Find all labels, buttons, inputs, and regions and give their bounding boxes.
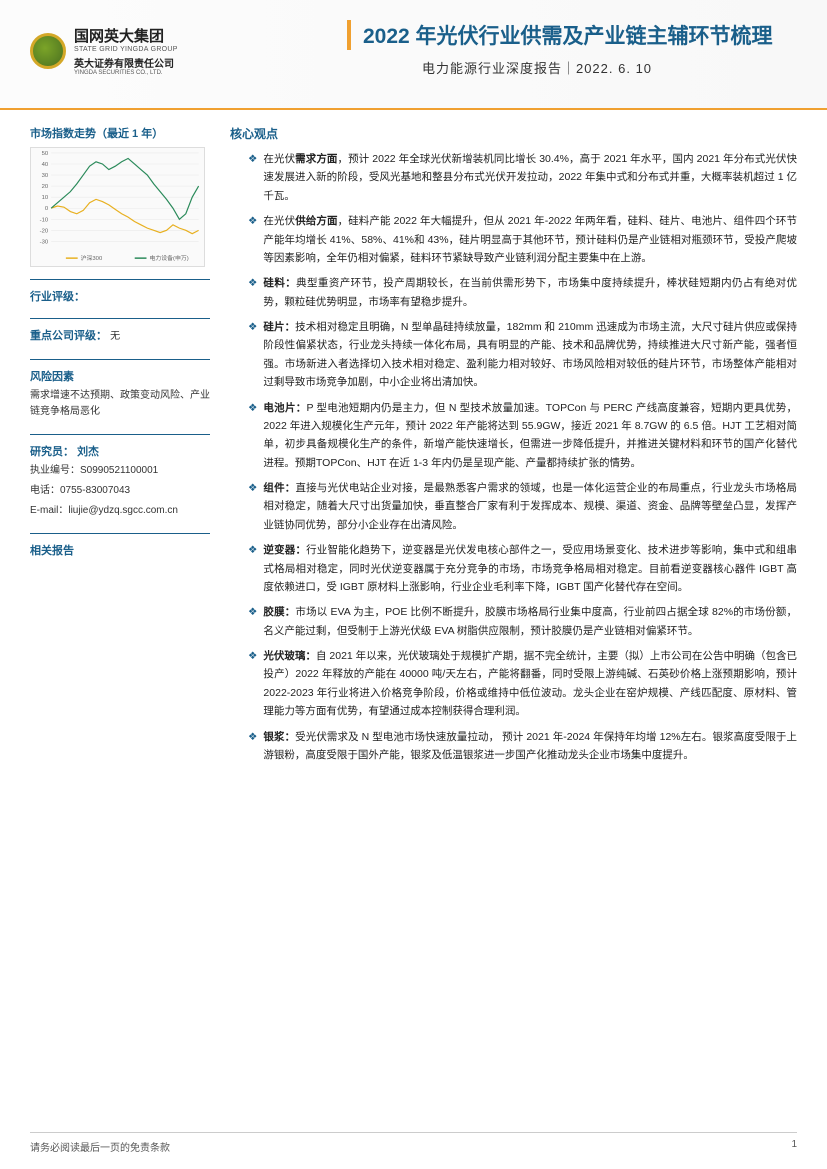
svg-text:20: 20 <box>42 184 49 190</box>
report-header: 国网英大集团 STATE GRID YINGDA GROUP 英大证券有限责任公… <box>0 0 827 110</box>
diamond-icon: ❖ <box>248 541 257 596</box>
logo-cn: 国网英大集团 <box>74 25 178 46</box>
logo-icon <box>30 33 66 69</box>
diamond-icon: ❖ <box>248 150 257 205</box>
risk-label: 风险因素 <box>30 368 210 384</box>
footer: 请务必阅读最后一页的免责条款 1 <box>30 1132 797 1154</box>
phone-value: 0755-83007043 <box>60 485 130 496</box>
bullet-item: ❖硅料：典型重资产环节，投产周期较长，在当前供需形势下，市场集中度持续提升，棒状… <box>230 274 797 311</box>
diamond-icon: ❖ <box>248 603 257 640</box>
risk-text: 需求增速不达预期、政策变动风险、产业链竞争格局恶化 <box>30 388 210 420</box>
report-subtitle: 电力能源行业深度报告｜2022. 6. 10 <box>277 58 797 77</box>
main-content: 核心观点 ❖在光伏需求方面，预计 2022 年全球光伏新增装机同比增长 30.4… <box>230 125 797 771</box>
svg-text:-10: -10 <box>40 217 49 223</box>
rating-label: 行业评级： <box>30 291 85 303</box>
svg-text:电力设备(申万): 电力设备(申万) <box>149 254 188 262</box>
sidebar: 市场指数走势（最近 1 年） -30 -20 -10 0 10 20 30 40 50 沪深300… <box>30 125 210 771</box>
svg-text:-20: -20 <box>40 228 49 234</box>
bullet-text: 电池片：P 型电池短期内仍是主力，但 N 型技术放量加速。TOPCon 与 PE… <box>263 399 797 473</box>
index-chart: -30 -20 -10 0 10 20 30 40 50 沪深300 电力设备(申万) <box>30 147 205 267</box>
company-rating-label: 重点公司评级： <box>30 330 107 342</box>
bullet-text: 胶膜：市场以 EVA 为主，POE 比例不断提升，胶膜市场格局行业集中度高，行业… <box>263 603 797 640</box>
diamond-icon: ❖ <box>248 212 257 267</box>
bullet-text: 硅料：典型重资产环节，投产周期较长，在当前供需形势下，市场集中度持续提升，棒状硅… <box>263 274 797 311</box>
phone-label: 电话： <box>30 485 60 496</box>
svg-text:30: 30 <box>42 173 49 179</box>
diamond-icon: ❖ <box>248 399 257 473</box>
bullet-item: ❖在光伏供给方面，硅料产能 2022 年大幅提升，但从 2021 年-2022 … <box>230 212 797 267</box>
related-label: 相关报告 <box>30 542 210 558</box>
bullet-text: 逆变器：行业智能化趋势下，逆变器是光伏发电核心部件之一，受应用场景变化、技术进步… <box>263 541 797 596</box>
svg-text:-30: -30 <box>40 239 49 245</box>
core-title: 核心观点 <box>230 125 797 142</box>
bullet-text: 组件：直接与光伏电站企业对接，是最熟悉客户需求的领域，也是一体化运营企业的布局重… <box>263 479 797 534</box>
diamond-icon: ❖ <box>248 274 257 311</box>
page-number: 1 <box>791 1139 797 1154</box>
email-label: E-mail： <box>30 505 68 516</box>
bullet-text: 光伏玻璃：自 2021 年以来，光伏玻璃处于规模扩产期，据不完全统计，主要（拟）… <box>263 647 797 721</box>
logo-sub-en: YINGDA SECURITIES CO., LTD. <box>74 70 178 76</box>
analyst-name: 刘杰 <box>77 446 99 458</box>
bullet-item: ❖逆变器：行业智能化趋势下，逆变器是光伏发电核心部件之一，受应用场景变化、技术进… <box>230 541 797 596</box>
bullet-text: 在光伏供给方面，硅料产能 2022 年大幅提升，但从 2021 年-2022 年… <box>263 212 797 267</box>
cert-label: 执业编号： <box>30 465 80 476</box>
bullet-text: 在光伏需求方面，预计 2022 年全球光伏新增装机同比增长 30.4%，高于 2… <box>263 150 797 205</box>
svg-text:10: 10 <box>42 195 49 201</box>
company-rating-value: 无 <box>110 331 120 342</box>
bullet-item: ❖在光伏需求方面，预计 2022 年全球光伏新增装机同比增长 30.4%，高于 … <box>230 150 797 205</box>
bullet-item: ❖银浆：受光伏需求及 N 型电池市场快速放量拉动， 预计 2021 年-2024… <box>230 728 797 765</box>
diamond-icon: ❖ <box>248 728 257 765</box>
svg-text:50: 50 <box>42 151 49 157</box>
svg-text:沪深300: 沪深300 <box>81 254 103 262</box>
company-logo-block: 国网英大集团 STATE GRID YINGDA GROUP 英大证券有限责任公… <box>30 25 178 76</box>
cert-value: S0990521100001 <box>80 465 158 476</box>
report-title: 2022 年光伏行业供需及产业链主辅环节梳理 <box>347 20 797 50</box>
bullet-item: ❖电池片：P 型电池短期内仍是主力，但 N 型技术放量加速。TOPCon 与 P… <box>230 399 797 473</box>
bullet-text: 银浆：受光伏需求及 N 型电池市场快速放量拉动， 预计 2021 年-2024 … <box>263 728 797 765</box>
bullet-item: ❖光伏玻璃：自 2021 年以来，光伏玻璃处于规模扩产期，据不完全统计，主要（拟… <box>230 647 797 721</box>
bullet-item: ❖胶膜：市场以 EVA 为主，POE 比例不断提升，胶膜市场格局行业集中度高，行… <box>230 603 797 640</box>
svg-text:0: 0 <box>45 206 49 212</box>
svg-text:40: 40 <box>42 162 49 168</box>
bullet-item: ❖组件：直接与光伏电站企业对接，是最熟悉客户需求的领域，也是一体化运营企业的布局… <box>230 479 797 534</box>
diamond-icon: ❖ <box>248 479 257 534</box>
bullet-text: 硅片：技术相对稳定且明确，N 型单晶硅持续放量，182mm 和 210mm 迅速… <box>263 318 797 392</box>
analyst-label: 研究员： <box>30 446 74 458</box>
diamond-icon: ❖ <box>248 318 257 392</box>
disclaimer: 请务必阅读最后一页的免责条款 <box>30 1139 170 1154</box>
bullet-item: ❖硅片：技术相对稳定且明确，N 型单晶硅持续放量，182mm 和 210mm 迅… <box>230 318 797 392</box>
diamond-icon: ❖ <box>248 647 257 721</box>
chart-title: 市场指数走势（最近 1 年） <box>30 125 210 141</box>
logo-en: STATE GRID YINGDA GROUP <box>74 46 178 53</box>
email-value: liujie@ydzq.sgcc.com.cn <box>68 505 178 516</box>
logo-sub-cn: 英大证券有限责任公司 <box>74 55 178 70</box>
